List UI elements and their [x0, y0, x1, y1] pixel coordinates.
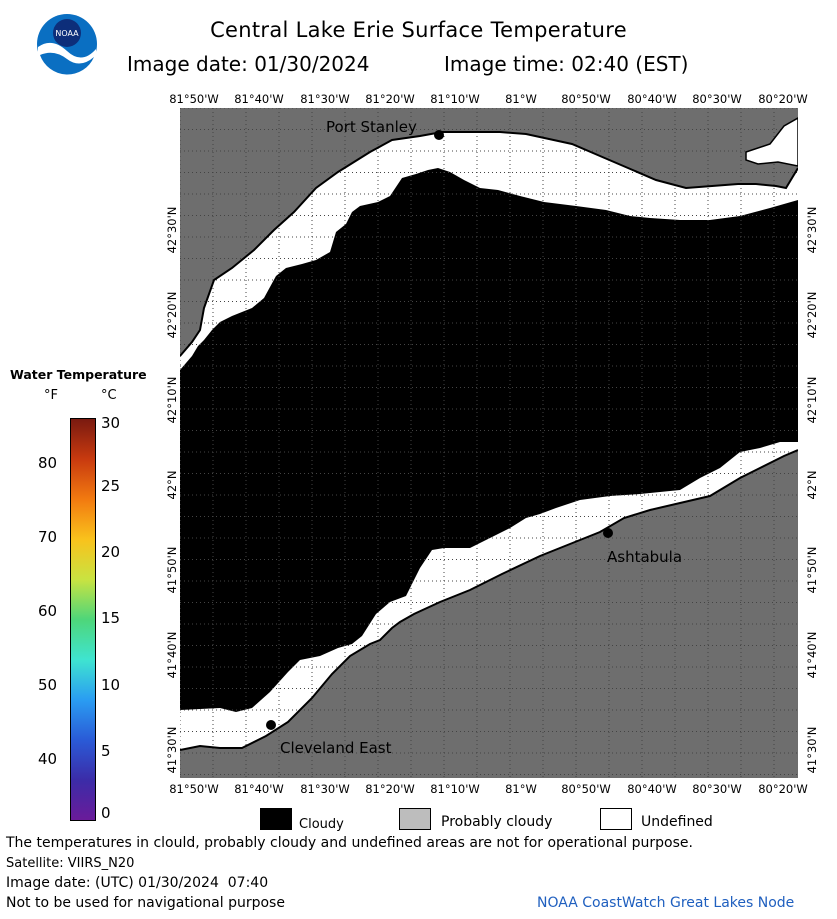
celsius-label: 20	[101, 543, 121, 561]
latitude-tick-right: 42°10'N	[805, 376, 819, 424]
unit-c: °C	[101, 388, 117, 403]
longitude-tick-top: 80°30'W	[692, 92, 742, 106]
longitude-tick-bottom: 80°50'W	[561, 782, 611, 796]
graticule	[180, 108, 798, 778]
latitude-tick-left: 42°20'N	[165, 291, 179, 339]
latitude-tick-left: 41°50'N	[165, 546, 179, 594]
longitude-tick-bottom: 80°20'W	[758, 782, 808, 796]
celsius-label: 30	[101, 414, 121, 432]
longitude-tick-bottom: 80°30'W	[692, 782, 742, 796]
cloudy-label: Cloudy	[299, 817, 344, 832]
utc-date-label: Image date: (UTC) 01/30/2024 07:40	[6, 875, 269, 891]
port-stanley-label: Port Stanley	[326, 118, 417, 136]
image-date-label: Image date: 01/30/2024	[127, 52, 370, 76]
navigation-warning: Not to be used for navigational purpose	[6, 895, 285, 911]
celsius-label: 25	[101, 477, 121, 495]
latitude-tick-left: 41°40'N	[165, 631, 179, 679]
fahrenheit-label: 70	[38, 528, 58, 546]
legend-title: Water Temperature	[10, 367, 147, 382]
ashtabula-marker	[603, 528, 613, 538]
longitude-tick-bottom: 81°10'W	[430, 782, 480, 796]
disclaimer: The temperatures in clould, probably clo…	[6, 835, 693, 851]
temperature-color-bar	[70, 418, 96, 821]
cloudy-swatch	[260, 808, 292, 830]
latitude-tick-right: 41°40'N	[805, 631, 819, 679]
latitude-tick-right: 42°20'N	[805, 291, 819, 339]
port-stanley-marker	[434, 130, 444, 140]
longitude-tick-top: 81°20'W	[365, 92, 415, 106]
latitude-tick-left: 42°30'N	[165, 206, 179, 254]
longitude-tick-top: 81°40'W	[234, 92, 284, 106]
longitude-tick-top: 80°40'W	[627, 92, 677, 106]
fahrenheit-label: 40	[38, 750, 58, 768]
probably-cloudy-label: Probably cloudy	[441, 814, 553, 830]
latitude-tick-left: 42°N	[165, 470, 179, 500]
south-shoreline	[180, 449, 798, 751]
cloud-area	[180, 168, 798, 712]
longitude-tick-bottom: 81°50'W	[169, 782, 219, 796]
image-time-label: Image time: 02:40 (EST)	[444, 52, 689, 76]
cleveland-east-label: Cleveland East	[280, 739, 392, 757]
celsius-label: 5	[101, 742, 111, 760]
lake-map	[180, 108, 798, 778]
undefined-swatch	[600, 808, 632, 830]
island	[745, 117, 798, 167]
celsius-label: 10	[101, 676, 121, 694]
undefined-label: Undefined	[641, 814, 713, 830]
satellite-label: Satellite: VIIRS_N20	[6, 856, 135, 871]
longitude-tick-top: 81°10'W	[430, 92, 480, 106]
longitude-tick-top: 81°30'W	[300, 92, 350, 106]
fahrenheit-label: 80	[38, 454, 58, 472]
longitude-tick-top: 80°20'W	[758, 92, 808, 106]
celsius-label: 15	[101, 609, 121, 627]
page-title: Central Lake Erie Surface Temperature	[210, 18, 627, 42]
longitude-tick-bottom: 81°W	[505, 782, 537, 796]
longitude-tick-bottom: 81°40'W	[234, 782, 284, 796]
longitude-tick-top: 81°W	[505, 92, 537, 106]
longitude-tick-bottom: 80°40'W	[627, 782, 677, 796]
logo-text: NOAA	[55, 29, 79, 38]
longitude-tick-bottom: 81°20'W	[365, 782, 415, 796]
probably-cloudy-swatch	[399, 808, 431, 830]
latitude-tick-right: 42°30'N	[805, 206, 819, 254]
ashtabula-label: Ashtabula	[607, 548, 683, 566]
longitude-tick-top: 80°50'W	[561, 92, 611, 106]
latitude-tick-right: 42°N	[805, 470, 819, 500]
cleveland-east-marker	[266, 720, 276, 730]
longitude-tick-bottom: 81°30'W	[300, 782, 350, 796]
latitude-tick-left: 42°10'N	[165, 376, 179, 424]
fahrenheit-label: 60	[38, 602, 58, 620]
fahrenheit-label: 50	[38, 676, 58, 694]
credit-label: NOAA CoastWatch Great Lakes Node	[537, 895, 795, 911]
latitude-tick-right: 41°50'N	[805, 546, 819, 594]
celsius-label: 0	[101, 804, 111, 822]
longitude-tick-top: 81°50'W	[169, 92, 219, 106]
noaa-logo: NOAA	[37, 14, 97, 75]
latitude-tick-right: 41°30'N	[805, 726, 819, 774]
latitude-tick-left: 41°30'N	[165, 726, 179, 774]
unit-f: °F	[44, 388, 58, 403]
